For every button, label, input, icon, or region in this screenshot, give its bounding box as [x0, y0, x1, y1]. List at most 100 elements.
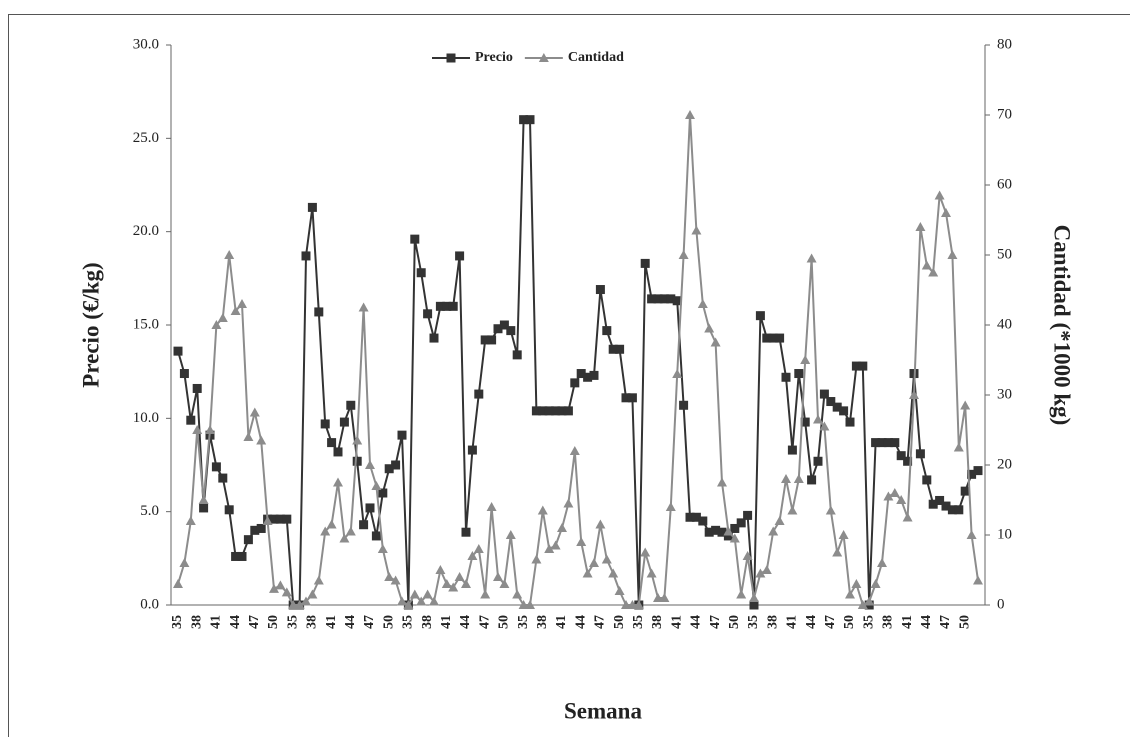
point — [761, 565, 772, 574]
point — [301, 596, 311, 606]
point — [851, 361, 861, 371]
point — [627, 393, 637, 403]
point — [871, 438, 881, 448]
point — [256, 523, 266, 533]
point — [762, 333, 772, 343]
x-tick-label: 50 — [266, 615, 281, 629]
point — [320, 419, 330, 429]
y2-tick-label: 50 — [997, 246, 1012, 262]
point — [755, 311, 765, 321]
frame — [8, 14, 1130, 737]
point — [550, 540, 561, 550]
point — [441, 579, 452, 588]
point — [672, 369, 683, 378]
x-tick-label: 35 — [861, 615, 876, 629]
point — [729, 533, 740, 543]
point — [806, 253, 817, 263]
point — [301, 251, 311, 261]
point — [352, 435, 363, 445]
point — [576, 537, 587, 546]
point — [666, 294, 676, 304]
point — [615, 344, 625, 354]
point — [346, 400, 356, 410]
y-tick-label: 30.0 — [133, 36, 159, 52]
point — [890, 438, 900, 448]
point — [493, 572, 503, 581]
point — [294, 600, 305, 609]
y2-tick-label: 10 — [997, 526, 1012, 542]
point — [269, 583, 279, 593]
point — [730, 523, 740, 533]
point — [345, 526, 356, 536]
x-tick-label: 38 — [650, 615, 665, 629]
point — [595, 285, 605, 295]
point — [518, 600, 529, 609]
x-tick-label: 47 — [593, 615, 608, 629]
point — [307, 202, 317, 212]
x-tick-label: 35 — [401, 615, 416, 629]
point — [614, 586, 625, 595]
point — [813, 414, 823, 424]
point — [698, 516, 708, 526]
point — [288, 600, 299, 609]
point — [793, 474, 804, 483]
point — [512, 350, 522, 360]
point — [461, 579, 471, 588]
point — [838, 530, 849, 539]
point — [173, 579, 183, 588]
point — [627, 600, 638, 609]
point — [365, 460, 375, 469]
x-tick-label: 50 — [381, 615, 396, 629]
point — [665, 502, 676, 511]
point — [583, 372, 593, 382]
point — [448, 582, 459, 592]
x-tick-label: 50 — [497, 615, 512, 629]
point — [832, 547, 843, 557]
point — [685, 110, 695, 119]
point — [333, 477, 343, 487]
x-tick-label: 35 — [285, 615, 300, 629]
point — [442, 301, 452, 311]
point — [493, 324, 503, 334]
point — [896, 495, 907, 504]
point — [768, 333, 778, 343]
x-tick-label: 38 — [420, 615, 435, 629]
series-line — [177, 114, 979, 607]
point — [384, 572, 395, 581]
y2-tick-label: 40 — [997, 316, 1012, 332]
x-tick-label: 44 — [343, 615, 358, 629]
point — [339, 533, 350, 543]
x-tick-label: 38 — [765, 615, 780, 629]
point — [953, 442, 964, 452]
point — [237, 299, 247, 308]
point — [211, 462, 221, 472]
point — [909, 390, 919, 399]
point — [903, 456, 913, 466]
point — [320, 526, 331, 536]
point — [794, 369, 804, 379]
point — [250, 525, 260, 535]
y-tick-label: 20.0 — [133, 223, 159, 239]
point — [262, 516, 273, 525]
x-tick-label: 41 — [324, 615, 339, 629]
point — [678, 250, 689, 259]
point — [845, 417, 855, 427]
point — [941, 208, 951, 217]
x-tick-label: 38 — [189, 615, 204, 629]
x-tick-label: 47 — [708, 615, 723, 629]
point — [359, 520, 369, 530]
point — [839, 406, 849, 416]
point — [832, 402, 842, 412]
point — [710, 337, 721, 347]
point — [640, 547, 651, 557]
point — [217, 313, 228, 322]
point — [173, 346, 183, 356]
point — [787, 445, 797, 455]
point — [602, 326, 612, 336]
point — [371, 481, 382, 490]
point — [947, 505, 957, 515]
legend-label: Precio — [475, 50, 513, 65]
point — [608, 568, 619, 578]
y2-tick-label: 60 — [997, 176, 1012, 192]
